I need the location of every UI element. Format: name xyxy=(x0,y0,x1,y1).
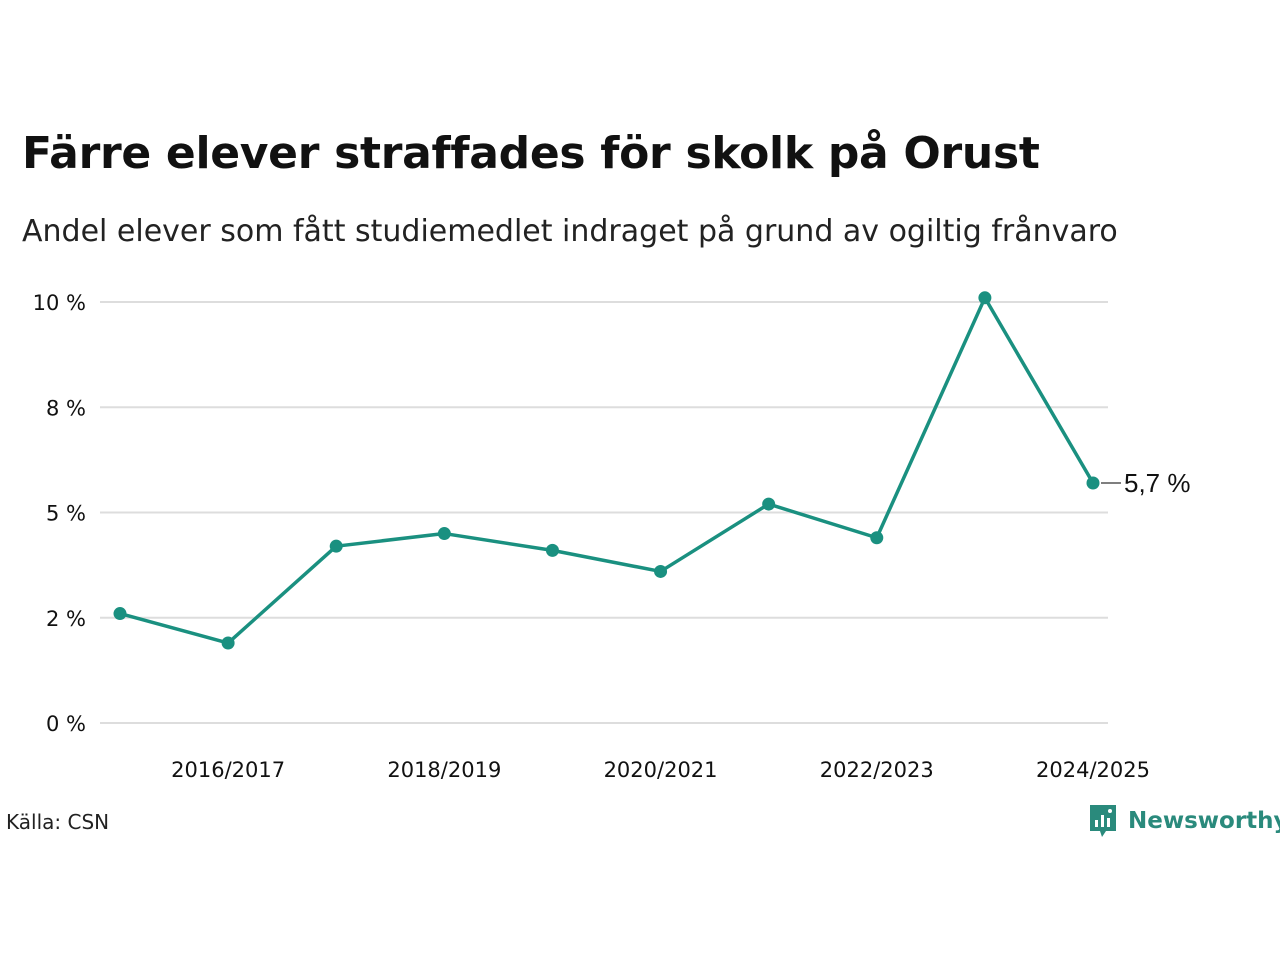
x-axis-ticks: 2016/2017 2018/2019 2020/2021 2022/2023 2024… xyxy=(171,758,1150,782)
data-point xyxy=(762,497,776,511)
data-point xyxy=(1086,476,1100,490)
data-point xyxy=(437,527,451,541)
series-line xyxy=(118,296,1095,645)
source-note: Källa: CSN xyxy=(6,810,110,834)
end-label-group: 5,7 % xyxy=(1101,468,1191,498)
data-point xyxy=(978,291,992,305)
chart-subtitle: Andel elever som fått studiemedlet indra… xyxy=(22,214,1118,249)
y-axis-ticks: 0 % 2 % 5 % 8 % 10 % xyxy=(33,291,86,736)
brand-logo: Newsworthy xyxy=(1088,803,1280,839)
brand-name: Newsworthy xyxy=(1128,808,1280,834)
data-point xyxy=(654,564,668,578)
x-tick-label: 2024/2025 xyxy=(1036,758,1150,782)
data-point xyxy=(329,539,343,553)
x-tick-label: 2022/2023 xyxy=(820,758,934,782)
y-tick-label: 8 % xyxy=(46,396,86,420)
x-tick-label: 2020/2021 xyxy=(604,758,718,782)
data-point xyxy=(545,543,559,557)
line-chart: 0 % 2 % 5 % 8 % 10 % 2016/2017 2018/2019 2020/… xyxy=(33,291,1191,782)
y-tick-label: 10 % xyxy=(33,291,86,315)
newsworthy-logo-icon xyxy=(1090,805,1116,837)
x-tick-label: 2018/2019 xyxy=(387,758,501,782)
data-point xyxy=(221,636,235,650)
series-group xyxy=(113,291,1100,650)
grid-lines xyxy=(100,301,1108,724)
x-tick-label: 2016/2017 xyxy=(171,758,285,782)
y-tick-label: 2 % xyxy=(46,607,86,631)
data-point xyxy=(870,531,884,545)
y-tick-label: 0 % xyxy=(46,712,86,736)
chart-title: Färre elever straffades för skolk på Oru… xyxy=(22,128,1040,179)
data-point xyxy=(113,607,127,621)
end-value-label: 5,7 % xyxy=(1124,468,1191,498)
y-tick-label: 5 % xyxy=(46,502,86,526)
